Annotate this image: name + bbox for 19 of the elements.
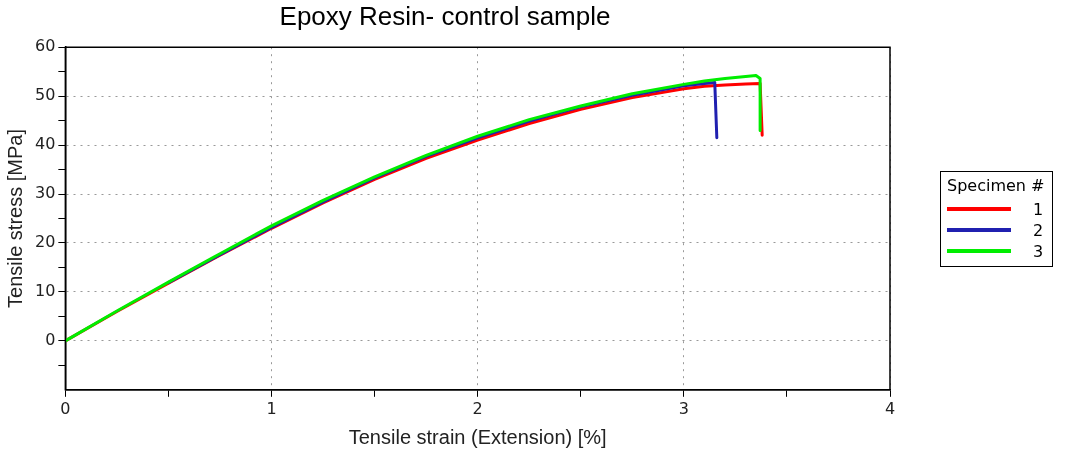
y-tick-label: 50: [35, 85, 56, 105]
x-tick-label: 2: [472, 398, 483, 418]
x-tick-label: 0: [60, 398, 71, 418]
legend-title: Specimen #: [947, 175, 1045, 195]
y-tick-label: 20: [35, 232, 56, 252]
chart-title: Epoxy Resin- control sample: [279, 0, 611, 31]
x-tick-label: 1: [266, 398, 277, 418]
y-tick-label: 60: [35, 36, 56, 56]
legend-label: 2: [1033, 220, 1044, 240]
legend-label: 1: [1033, 199, 1044, 219]
y-axis-title: Tensile stress [MPa]: [3, 129, 26, 308]
y-tick-label: 10: [35, 281, 56, 301]
x-tick-label: 4: [884, 398, 896, 418]
y-tick-label: 0: [45, 330, 56, 350]
y-tick-label: 40: [35, 134, 56, 154]
y-tick-label: 30: [35, 183, 56, 203]
x-axis-title: Tensile strain (Extension) [%]: [348, 425, 607, 448]
x-tick-label: 3: [678, 398, 689, 418]
legend-label: 3: [1033, 241, 1044, 261]
